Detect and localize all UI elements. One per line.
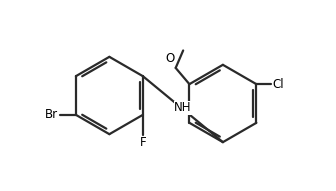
Text: Br: Br: [45, 108, 58, 121]
Text: Cl: Cl: [272, 78, 284, 91]
Text: methoxy: methoxy: [181, 48, 187, 49]
Text: O: O: [165, 53, 174, 66]
Text: NH: NH: [174, 101, 192, 114]
Text: F: F: [139, 136, 146, 149]
